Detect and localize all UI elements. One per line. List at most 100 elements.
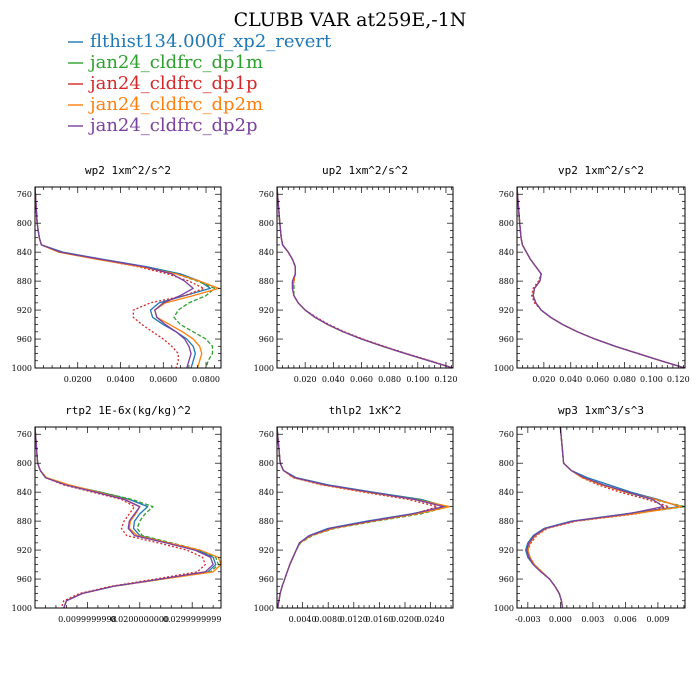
x-tick-label: 0.100 [406, 375, 429, 384]
y-tick-label: 880 [499, 277, 514, 286]
legend-item: jan24_cldfrc_dp2p [68, 115, 258, 136]
panel-title: wp2 1xm^2/s^2 [85, 164, 171, 177]
series-line-jan24_cldfrc_dp2p [517, 187, 685, 368]
y-tick-label: 960 [17, 335, 32, 344]
legend-label: jan24_cldfrc_dp2m [88, 94, 263, 115]
series-line-jan24_cldfrc_dp1m [35, 187, 216, 368]
panel-title: wp3 1xm^3/s^3 [558, 404, 644, 417]
legend-item: jan24_cldfrc_dp1p [68, 73, 258, 94]
y-tick-label: 760 [259, 190, 274, 199]
y-tick-label: 840 [499, 488, 514, 497]
x-tick-label: 0.0099999998 [58, 615, 117, 624]
legend-item: jan24_cldfrc_dp1m [68, 52, 263, 73]
y-tick-label: 960 [259, 335, 274, 344]
series-layer [517, 187, 685, 368]
plot-frame [516, 186, 686, 369]
chart-panel: wp3 1xm^3/s^3 760 800 840 880 920 960 1000-0.00… [494, 404, 686, 624]
x-tick-label: 0.060 [350, 375, 373, 384]
y-tick-label: 880 [17, 517, 32, 526]
y-tick-label: 800 [17, 459, 32, 468]
y-tick-label: 960 [499, 575, 514, 584]
y-tick-label: 960 [259, 575, 274, 584]
y-tick-label: 880 [259, 277, 274, 286]
x-tick-label: 0.006 [614, 615, 637, 624]
legend-label: jan24_cldfrc_dp1p [88, 73, 258, 94]
y-tick-label: 1000 [494, 604, 514, 613]
plot-frame [516, 426, 686, 609]
y-tick-label: 880 [499, 517, 514, 526]
y-tick-label: 880 [259, 517, 274, 526]
series-line-jan24_cldfrc_dp2p [277, 187, 453, 368]
plot-frame [276, 426, 454, 609]
series-line-jan24_cldfrc_dp2p [35, 427, 214, 608]
y-tick-label: 960 [17, 575, 32, 584]
legend-label: jan24_cldfrc_dp1m [88, 52, 263, 73]
y-tick-label: 800 [259, 459, 274, 468]
legend-item: jan24_cldfrc_dp2m [68, 94, 263, 115]
panel-title: up2 1xm^2/s^2 [322, 164, 408, 177]
y-tick-label: 840 [17, 248, 32, 257]
x-tick-label: 0.0240 [417, 615, 445, 624]
y-tick-label: 760 [499, 190, 514, 199]
x-tick-label: 0.003 [581, 615, 604, 624]
x-tick-label: 0.120 [667, 375, 690, 384]
y-tick-label: 920 [499, 306, 514, 315]
x-tick-label: 0.120 [435, 375, 458, 384]
series-layer [277, 187, 453, 368]
y-tick-label: 760 [17, 430, 32, 439]
series-line-jan24_cldfrc_dp2p [526, 427, 664, 608]
y-tick-label: 1000 [254, 364, 274, 373]
chart-panel: rtp2 1E-6x(kg/kg)^2 760 800 840 880 920 960 100… [12, 404, 222, 624]
chart-panel: wp2 1xm^2/s^2 760 800 840 880 920 960 1000 0.020… [12, 164, 222, 384]
plot-frame [34, 186, 222, 369]
x-tick-label: 0.020 [294, 375, 317, 384]
x-tick-label: 0.0200 [391, 615, 419, 624]
x-tick-label: 0.000 [549, 615, 572, 624]
y-tick-label: 920 [499, 546, 514, 555]
y-tick-label: 840 [499, 248, 514, 257]
y-tick-label: 760 [17, 190, 32, 199]
x-tick-label: -0.003 [515, 615, 541, 624]
figure-title: CLUBB VAR at259E,-1N [234, 9, 467, 31]
y-tick-label: 840 [259, 488, 274, 497]
series-layer [277, 427, 451, 608]
series-layer [35, 427, 221, 608]
y-tick-label: 800 [499, 459, 514, 468]
panel-title: rtp2 1E-6x(kg/kg)^2 [65, 404, 191, 417]
x-tick-label: 0.0400 [107, 375, 135, 384]
panel-title: vp2 1xm^2/s^2 [558, 164, 644, 177]
x-tick-label: 0.060 [586, 375, 609, 384]
x-tick-label: 0.020 [532, 375, 555, 384]
series-line-jan24_cldfrc_dp2p [277, 427, 445, 608]
x-tick-label: 0.009 [646, 615, 669, 624]
x-tick-label: 0.080 [613, 375, 636, 384]
x-tick-label: 0.0160 [365, 615, 393, 624]
y-tick-label: 920 [17, 546, 32, 555]
x-tick-label: 0.0600 [149, 375, 177, 384]
y-tick-label: 800 [499, 219, 514, 228]
legend: flthist134.000f_xp2_revertjan24_cldfrc_d… [68, 31, 332, 136]
y-tick-label: 840 [17, 488, 32, 497]
panel-title: thlp2 1xK^2 [329, 404, 402, 417]
x-tick-label: 0.080 [378, 375, 401, 384]
x-tick-label: 0.0299999999 [163, 615, 222, 624]
series-layer [35, 187, 220, 368]
series-layer [525, 427, 685, 608]
x-tick-label: 0.040 [322, 375, 345, 384]
y-tick-label: 880 [17, 277, 32, 286]
chart-panel: up2 1xm^2/s^2 760 800 840 880 920 960 1000 0.020… [254, 164, 458, 384]
legend-label: jan24_cldfrc_dp2p [88, 115, 258, 136]
y-tick-label: 1000 [494, 364, 514, 373]
y-tick-label: 1000 [254, 604, 274, 613]
y-tick-label: 1000 [12, 604, 32, 613]
y-tick-label: 840 [259, 248, 274, 257]
plot-frame [276, 186, 454, 369]
y-tick-label: 920 [259, 306, 274, 315]
panel-grid: wp2 1xm^2/s^2 760 800 840 880 920 960 1000 0.020… [12, 164, 690, 624]
x-tick-label: 0.0040 [289, 615, 317, 624]
chart-panel: vp2 1xm^2/s^2 760 800 840 880 920 960 1000 0.020… [494, 164, 690, 384]
y-tick-label: 960 [499, 335, 514, 344]
legend-item: flthist134.000f_xp2_revert [68, 31, 332, 52]
